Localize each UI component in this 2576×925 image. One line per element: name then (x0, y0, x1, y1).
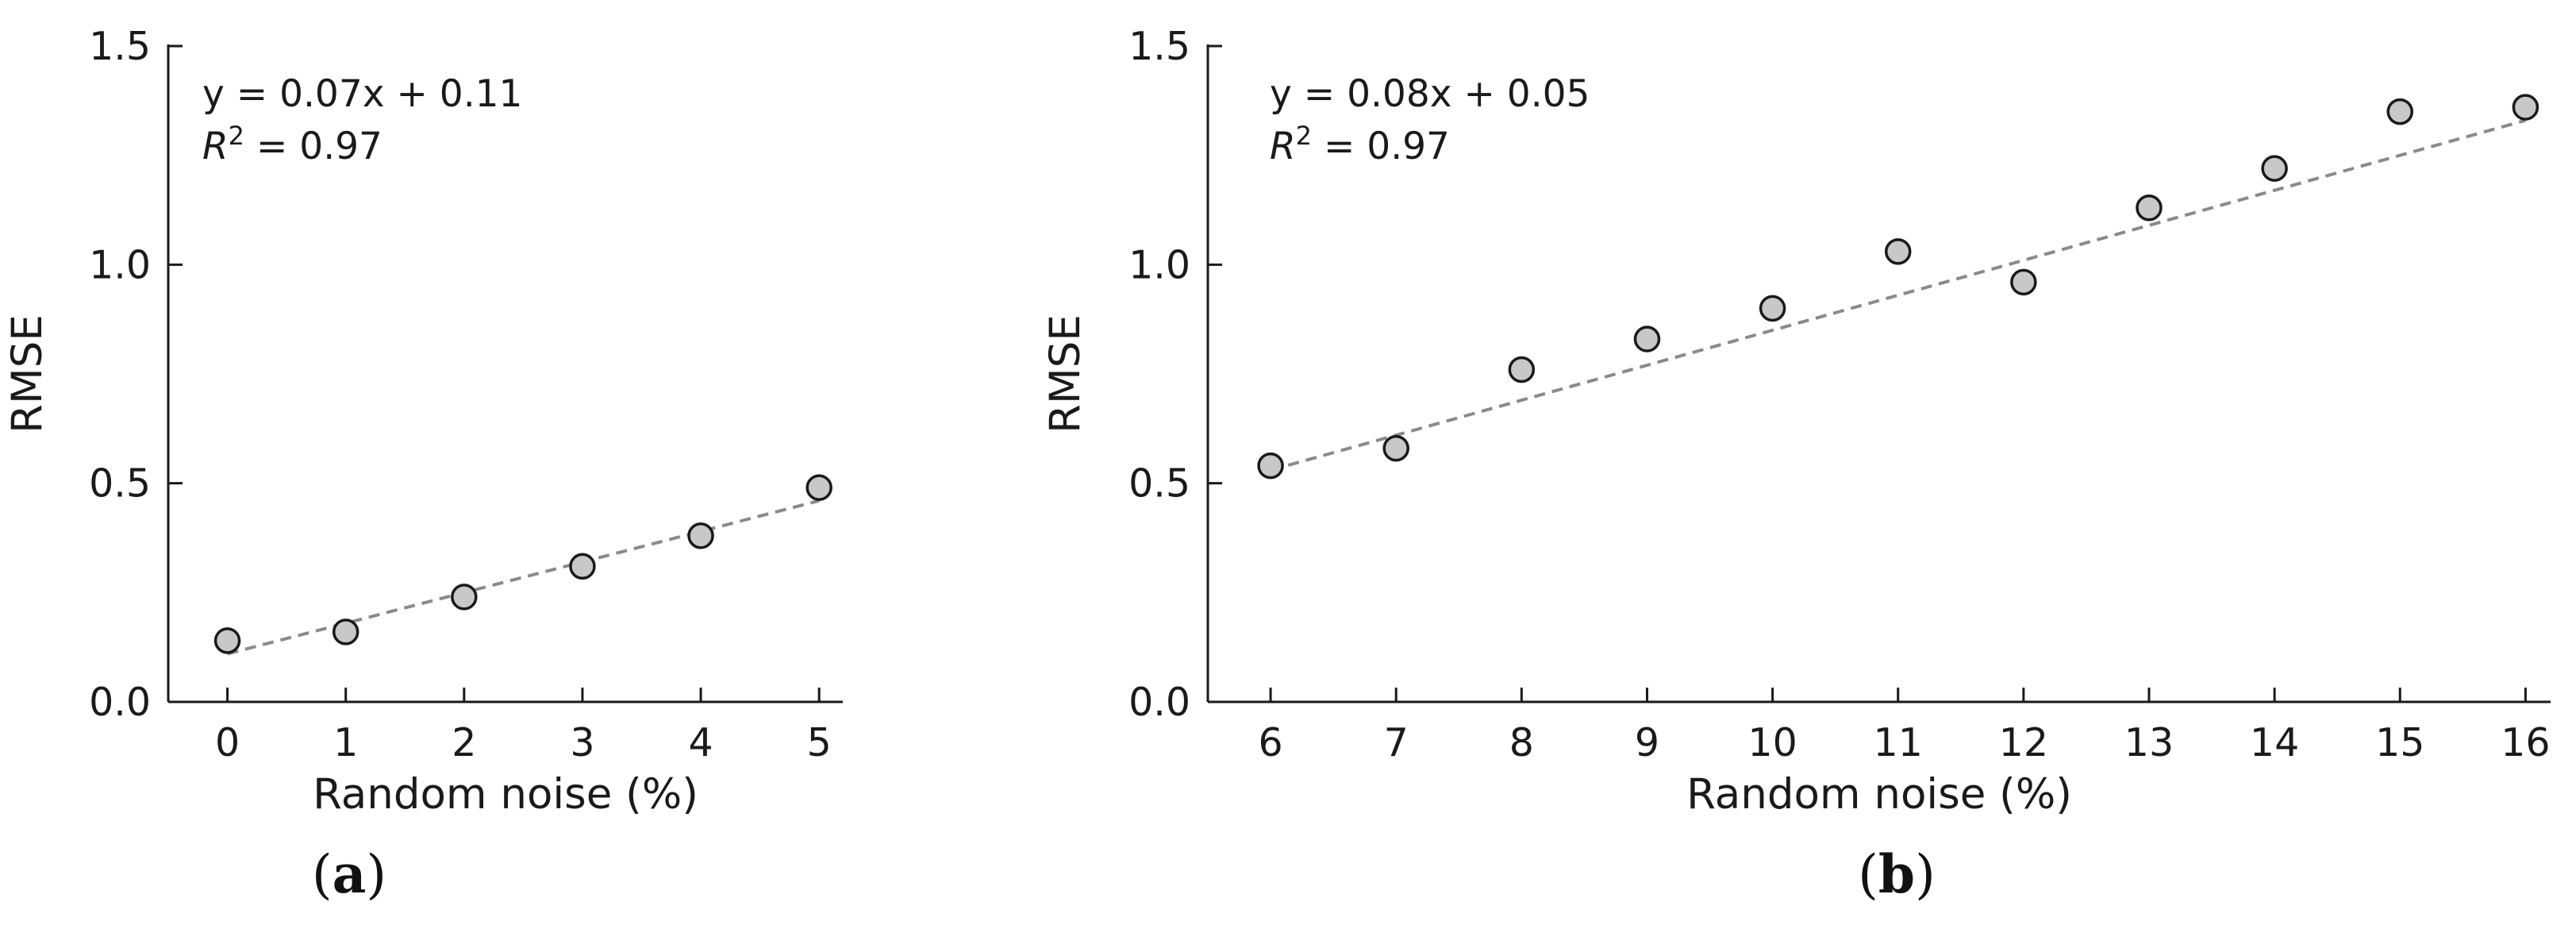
y-tick-label: 1.5 (89, 24, 151, 69)
r-squared: R2 = 0.97 (202, 121, 383, 168)
r-squared-value: = 0.97 (1312, 125, 1450, 168)
x-tick-label: 10 (1747, 720, 1797, 765)
y-tick-label: 1.0 (89, 242, 151, 287)
data-point (687, 522, 714, 549)
data-point (213, 627, 241, 654)
x-tick-label: 3 (570, 720, 594, 765)
y-tick-label: 1.5 (1128, 24, 1190, 69)
data-point (1257, 452, 1284, 480)
data-point (1508, 356, 1536, 383)
panel-label: (a) (312, 843, 386, 905)
data-point (805, 474, 832, 501)
x-tick-label: 11 (1874, 720, 1923, 765)
fit-equation: y = 0.07x + 0.11 (202, 72, 522, 116)
x-tick-label: 6 (1258, 720, 1282, 765)
data-point (2010, 268, 2037, 296)
x-axis-title: Random noise (%) (313, 770, 698, 819)
data-point (569, 553, 596, 580)
x-tick-label: 14 (2250, 720, 2299, 765)
data-point (1884, 238, 1912, 265)
x-tick-label: 1 (333, 720, 358, 765)
fit-line (1270, 118, 2526, 472)
panel-label-letter: a (333, 843, 367, 905)
x-tick-label: 13 (2124, 720, 2174, 765)
x-axis-title: Random noise (%) (1686, 770, 2072, 819)
x-tick-label: 8 (1509, 720, 1534, 765)
data-point (2136, 194, 2163, 222)
data-point (2386, 98, 2413, 125)
y-tick-label: 0.5 (89, 461, 151, 507)
panel-b: 0.0 0.5 1.0 1.5 6 7 8 9 10 11 12 13 14 15 16 y = 0.08x … (1041, 24, 2551, 905)
data-point (451, 584, 478, 611)
r-squared-value: = 0.97 (244, 125, 383, 168)
panel-label-letter: b (1878, 843, 1915, 905)
x-tick-label: 12 (1999, 720, 2048, 765)
x-tick-label: 0 (215, 720, 240, 765)
data-point (1759, 295, 1786, 322)
x-tick-label: 4 (688, 720, 713, 765)
panel-label-close: ) (1915, 844, 1936, 905)
r-squared-exponent: 2 (229, 121, 244, 151)
r-squared-exponent: 2 (1296, 121, 1312, 151)
r-squared: R2 = 0.97 (1270, 121, 1450, 168)
data-point (1633, 326, 1661, 353)
data-point (1382, 434, 1409, 462)
y-tick-label: 0.5 (1128, 461, 1190, 507)
x-tick-label: 5 (807, 720, 832, 765)
x-tick-label: 7 (1384, 720, 1409, 765)
panel-label: (b) (1858, 843, 1936, 905)
y-tick-label: 0.0 (1128, 680, 1190, 725)
x-tick-label: 16 (2501, 720, 2550, 765)
x-tick-label: 9 (1635, 720, 1659, 765)
data-point (332, 619, 359, 646)
panel-label-close: ) (366, 844, 386, 905)
fit-line (227, 499, 820, 656)
panel-label-open: ( (1858, 844, 1878, 905)
y-axis-title: RMSE (3, 314, 52, 434)
y-tick-label: 1.0 (1128, 242, 1190, 287)
y-axis-title: RMSE (1041, 314, 1090, 434)
data-point (2512, 94, 2539, 121)
r-squared-symbol: R (1270, 125, 1296, 168)
x-tick-label: 2 (452, 720, 476, 765)
r-squared-symbol: R (202, 125, 229, 168)
panel-label-open: ( (312, 844, 333, 905)
fit-equation: y = 0.08x + 0.05 (1270, 72, 1590, 116)
y-tick-label: 0.0 (89, 680, 151, 725)
data-point (2261, 155, 2288, 182)
x-tick-label: 15 (2375, 720, 2424, 765)
